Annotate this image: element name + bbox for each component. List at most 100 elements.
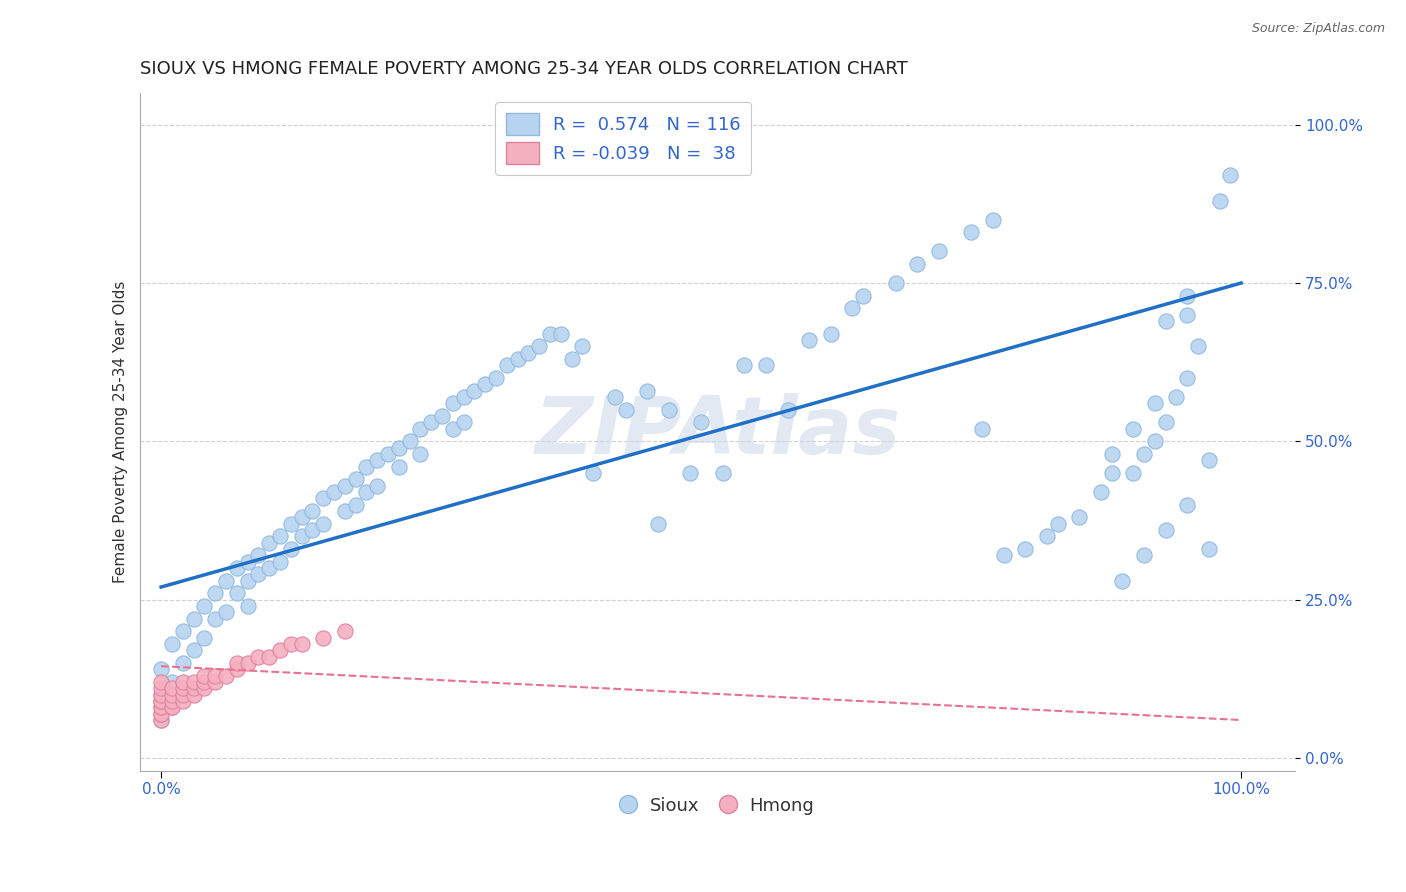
Point (1219, 169, 1241, 183)
Legend: Sioux, Hmong: Sioux, Hmong (613, 789, 821, 822)
Point (647, 516, 669, 531)
Point (797, 333, 820, 347)
Point (150, 713, 173, 727)
Point (388, 441, 411, 455)
Point (225, 586, 247, 600)
Point (582, 466, 605, 480)
Point (356, 485, 378, 500)
Point (150, 688, 173, 702)
Point (1154, 416, 1177, 430)
Point (225, 561, 247, 575)
Point (1175, 308, 1198, 322)
Point (409, 447, 432, 461)
Point (614, 402, 637, 417)
Point (280, 542, 302, 557)
Point (150, 688, 173, 702)
Point (172, 688, 194, 702)
Point (160, 681, 183, 696)
Point (215, 606, 238, 620)
Point (280, 516, 302, 531)
Point (172, 624, 194, 639)
Point (527, 339, 550, 353)
Point (388, 459, 411, 474)
Point (333, 624, 356, 639)
Point (204, 675, 226, 690)
Point (658, 402, 681, 417)
Point (150, 706, 173, 721)
Point (236, 656, 259, 670)
Point (236, 574, 259, 588)
Point (183, 612, 205, 626)
Point (1143, 434, 1166, 449)
Point (453, 390, 475, 404)
Point (150, 694, 173, 708)
Point (506, 352, 529, 367)
Point (150, 713, 173, 727)
Point (215, 574, 238, 588)
Point (236, 599, 259, 613)
Point (1175, 498, 1198, 512)
Point (1166, 390, 1188, 404)
Point (430, 409, 453, 423)
Point (603, 390, 626, 404)
Point (1111, 574, 1133, 588)
Point (257, 561, 280, 575)
Point (172, 681, 194, 696)
Point (183, 681, 205, 696)
Point (193, 669, 215, 683)
Point (366, 453, 388, 467)
Point (970, 422, 993, 436)
Point (204, 612, 226, 626)
Point (474, 377, 496, 392)
Point (193, 681, 215, 696)
Point (269, 529, 291, 543)
Point (377, 447, 399, 461)
Point (312, 631, 335, 645)
Text: SIOUX VS HMONG FEMALE POVERTY AMONG 25-34 YEAR OLDS CORRELATION CHART: SIOUX VS HMONG FEMALE POVERTY AMONG 25-3… (139, 60, 907, 78)
Point (290, 637, 312, 651)
Point (183, 675, 205, 690)
Point (755, 359, 778, 373)
Y-axis label: Female Poverty Among 25-34 Year Olds: Female Poverty Among 25-34 Year Olds (114, 281, 128, 583)
Point (301, 523, 323, 537)
Point (204, 586, 226, 600)
Point (172, 656, 194, 670)
Point (485, 371, 508, 385)
Point (225, 662, 247, 676)
Point (269, 555, 291, 569)
Point (366, 479, 388, 493)
Point (236, 555, 259, 569)
Point (172, 675, 194, 690)
Point (776, 402, 799, 417)
Point (150, 662, 173, 676)
Point (538, 326, 561, 341)
Point (1014, 542, 1036, 557)
Point (561, 352, 583, 367)
Point (636, 384, 658, 398)
Point (193, 675, 215, 690)
Point (1154, 523, 1177, 537)
Point (150, 700, 173, 714)
Point (257, 535, 280, 549)
Point (160, 688, 183, 702)
Point (333, 504, 356, 518)
Point (1208, 194, 1230, 208)
Point (257, 649, 280, 664)
Point (1122, 422, 1144, 436)
Point (441, 396, 464, 410)
Point (193, 599, 215, 613)
Point (1133, 549, 1156, 563)
Text: ZIPAtlas: ZIPAtlas (534, 392, 900, 471)
Point (160, 637, 183, 651)
Point (150, 700, 173, 714)
Point (841, 301, 863, 316)
Point (183, 643, 205, 657)
Point (852, 289, 875, 303)
Point (960, 226, 983, 240)
Point (981, 212, 1004, 227)
Point (1122, 466, 1144, 480)
Point (183, 688, 205, 702)
Point (301, 504, 323, 518)
Point (1198, 453, 1220, 467)
Point (160, 694, 183, 708)
